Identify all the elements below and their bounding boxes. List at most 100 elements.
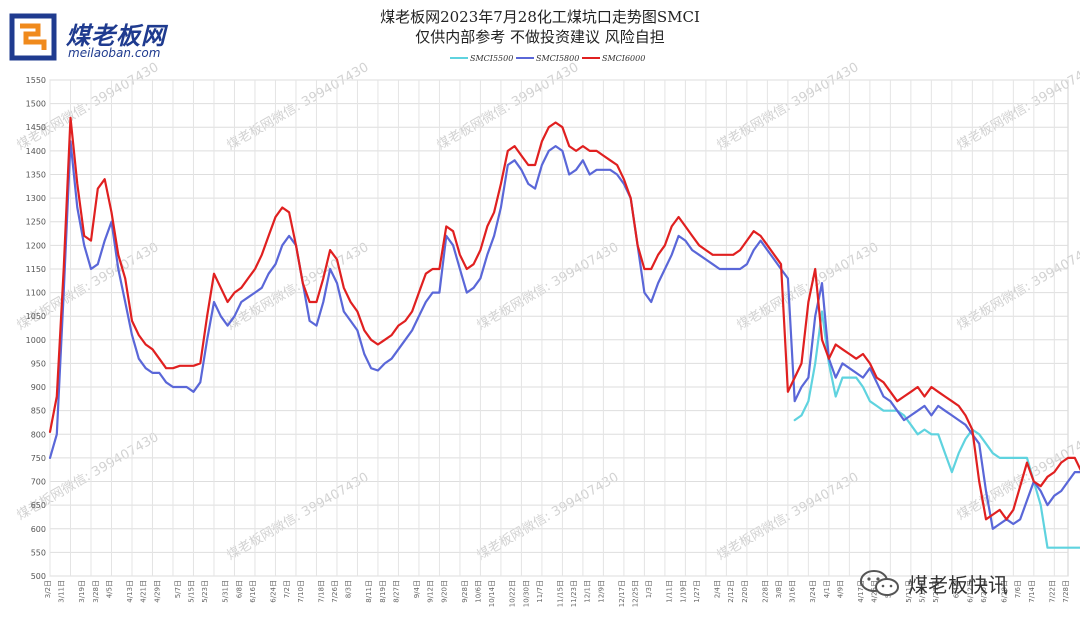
x-tick-label: 7/28日 bbox=[1062, 580, 1070, 603]
x-tick-label: 6/12日 bbox=[966, 580, 974, 603]
x-tick-label: 9/20日 bbox=[440, 580, 448, 603]
x-tick-label: 3/24日 bbox=[809, 580, 817, 603]
y-tick-label: 950 bbox=[31, 359, 46, 368]
x-tick-label: 3/16日 bbox=[789, 580, 797, 603]
series-line-smci5800 bbox=[48, 140, 1080, 530]
x-tick-label: 3/19日 bbox=[78, 580, 86, 603]
series-line-smci5500 bbox=[793, 310, 1080, 549]
x-tick-label: 8/11日 bbox=[365, 580, 373, 603]
x-tick-label: 1/19日 bbox=[679, 580, 687, 603]
x-tick-label: 2/4日 bbox=[714, 580, 722, 598]
x-tick-label: 6/8日 bbox=[235, 580, 243, 598]
x-tick-label: 5/15日 bbox=[187, 580, 195, 603]
x-tick-label: 11/15日 bbox=[556, 580, 564, 607]
y-tick-label: 1300 bbox=[26, 194, 46, 203]
x-tick-label: 2/12日 bbox=[727, 580, 735, 603]
x-tick-label: 9/28日 bbox=[461, 580, 469, 603]
x-tick-label: 8/3日 bbox=[345, 580, 353, 598]
x-tick-label: 12/1日 bbox=[584, 580, 592, 603]
x-tick-label: 3/11日 bbox=[58, 580, 66, 603]
logo-name: 煤老板网 bbox=[66, 22, 166, 50]
x-tick-label: 4/21日 bbox=[140, 580, 148, 603]
wechat-badge: 煤老板快讯 bbox=[858, 568, 1008, 598]
y-tick-label: 700 bbox=[31, 478, 46, 487]
badge-text: 煤老板快讯 bbox=[908, 572, 1008, 597]
x-tick-label: 5/19日 bbox=[919, 580, 927, 603]
x-tick-label: 5/27日 bbox=[932, 580, 940, 603]
chart-title: 煤老板网2023年7月28化工煤坑口走势图SMCI bbox=[380, 8, 700, 26]
x-tick-label: 3/8日 bbox=[775, 580, 783, 598]
x-tick-label: 6/16日 bbox=[249, 580, 257, 603]
y-axis: 500 550 600 650 700 750 800 850 900 950 1000 1050 11… bbox=[26, 76, 46, 581]
y-tick-label: 1500 bbox=[26, 100, 46, 109]
x-tick-label: 6/28日 bbox=[1001, 580, 1009, 603]
x-tick-label: 5/7日 bbox=[174, 580, 182, 598]
x-tick-label: 5/23日 bbox=[201, 580, 209, 603]
y-tick-label: 1400 bbox=[26, 147, 46, 156]
x-tick-label: 6/20日 bbox=[980, 580, 988, 603]
x-tick-label: 12/25日 bbox=[632, 580, 640, 607]
watermark-text: 煤老板网微信: 399407430 bbox=[435, 60, 582, 153]
x-tick-label: 7/26日 bbox=[331, 580, 339, 603]
watermark-text: 煤老板网微信: 399407430 bbox=[475, 240, 622, 333]
x-tick-label: 5/31日 bbox=[222, 580, 230, 603]
x-tick-label: 8/19日 bbox=[379, 580, 387, 603]
x-tick-label: 10/14日 bbox=[488, 580, 496, 607]
chart-subtitle: 仅供内部参考 不做投资建议 风险自担 bbox=[415, 28, 665, 46]
x-tick-label: 11/7日 bbox=[536, 580, 544, 603]
logo-mark-icon bbox=[9, 13, 57, 61]
logo: 煤老板网 meilaoban.com bbox=[8, 12, 208, 62]
y-tick-label: 800 bbox=[31, 430, 46, 439]
y-tick-label: 900 bbox=[31, 383, 46, 392]
x-tick-label: 10/22日 bbox=[509, 580, 517, 607]
x-tick-label: 11/23日 bbox=[570, 580, 578, 607]
x-tick-label: 5/11日 bbox=[905, 580, 913, 603]
x-tick-label: 8/27日 bbox=[392, 580, 400, 603]
x-tick-label: 4/13日 bbox=[126, 580, 134, 603]
y-tick-label: 500 bbox=[31, 572, 46, 581]
y-tick-label: 550 bbox=[31, 548, 46, 557]
watermark-text: 煤老板网微信: 399407430 bbox=[225, 470, 372, 563]
x-tick-label: 2/20日 bbox=[741, 580, 749, 603]
y-tick-label: 1150 bbox=[26, 265, 46, 274]
x-tick-label: 1/27日 bbox=[693, 580, 701, 603]
x-tick-label: 4/1日 bbox=[823, 580, 831, 598]
wechat-icon bbox=[860, 570, 899, 596]
y-tick-label: 850 bbox=[31, 407, 46, 416]
legend-label: SMCI5800 bbox=[536, 54, 579, 63]
y-tick-label: 1100 bbox=[26, 289, 46, 298]
x-tick-label: 4/5日 bbox=[105, 580, 113, 598]
watermark-layer: 煤老板网微信: 399407430 煤老板网微信: 399407430 煤老板网微信… bbox=[15, 60, 1080, 563]
x-tick-label: 10/30日 bbox=[522, 580, 530, 607]
x-tick-label: 1/11日 bbox=[666, 580, 674, 603]
legend-label: SMCI6000 bbox=[602, 54, 645, 63]
x-tick-label: 12/9日 bbox=[597, 580, 605, 603]
y-tick-label: 1050 bbox=[26, 312, 46, 321]
x-tick-label: 7/22日 bbox=[1048, 580, 1056, 603]
y-tick-label: 1550 bbox=[26, 76, 46, 85]
chart-legend: SMCI5500 SMCI5800 SMCI6000 bbox=[450, 54, 645, 63]
watermark-text: 煤老板网微信: 399407430 bbox=[225, 60, 372, 153]
x-tick-label: 3/28日 bbox=[92, 580, 100, 603]
x-tick-label: 6/4日 bbox=[953, 580, 961, 598]
x-tick-label: 7/14日 bbox=[1028, 580, 1036, 603]
x-tick-label: 4/9日 bbox=[837, 580, 845, 598]
x-tick-label: 9/4日 bbox=[413, 580, 421, 598]
x-tick-label: 12/17日 bbox=[618, 580, 626, 607]
x-tick-label: 2/28日 bbox=[761, 580, 769, 603]
x-tick-label: 7/6日 bbox=[1014, 580, 1022, 598]
x-tick-label: 4/17日 bbox=[857, 580, 865, 603]
watermark-text: 煤老板网微信: 399407430 bbox=[955, 240, 1080, 333]
series-line-smci6000 bbox=[48, 116, 1080, 521]
watermark-text: 煤老板网微信: 399407430 bbox=[475, 470, 622, 563]
watermark-text: 煤老板网微信: 399407430 bbox=[955, 60, 1080, 153]
y-tick-label: 1350 bbox=[26, 170, 46, 179]
title-block: 煤老板网2023年7月28化工煤坑口走势图SMCI 仅供内部参考 不做投资建议 … bbox=[0, 8, 1080, 47]
y-tick-label: 750 bbox=[31, 454, 46, 463]
y-tick-label: 600 bbox=[31, 525, 46, 534]
x-tick-label: 10/6日 bbox=[474, 580, 482, 603]
series-lines bbox=[48, 116, 1080, 549]
x-tick-label: 9/12日 bbox=[427, 580, 435, 603]
y-tick-label: 1450 bbox=[26, 123, 46, 132]
